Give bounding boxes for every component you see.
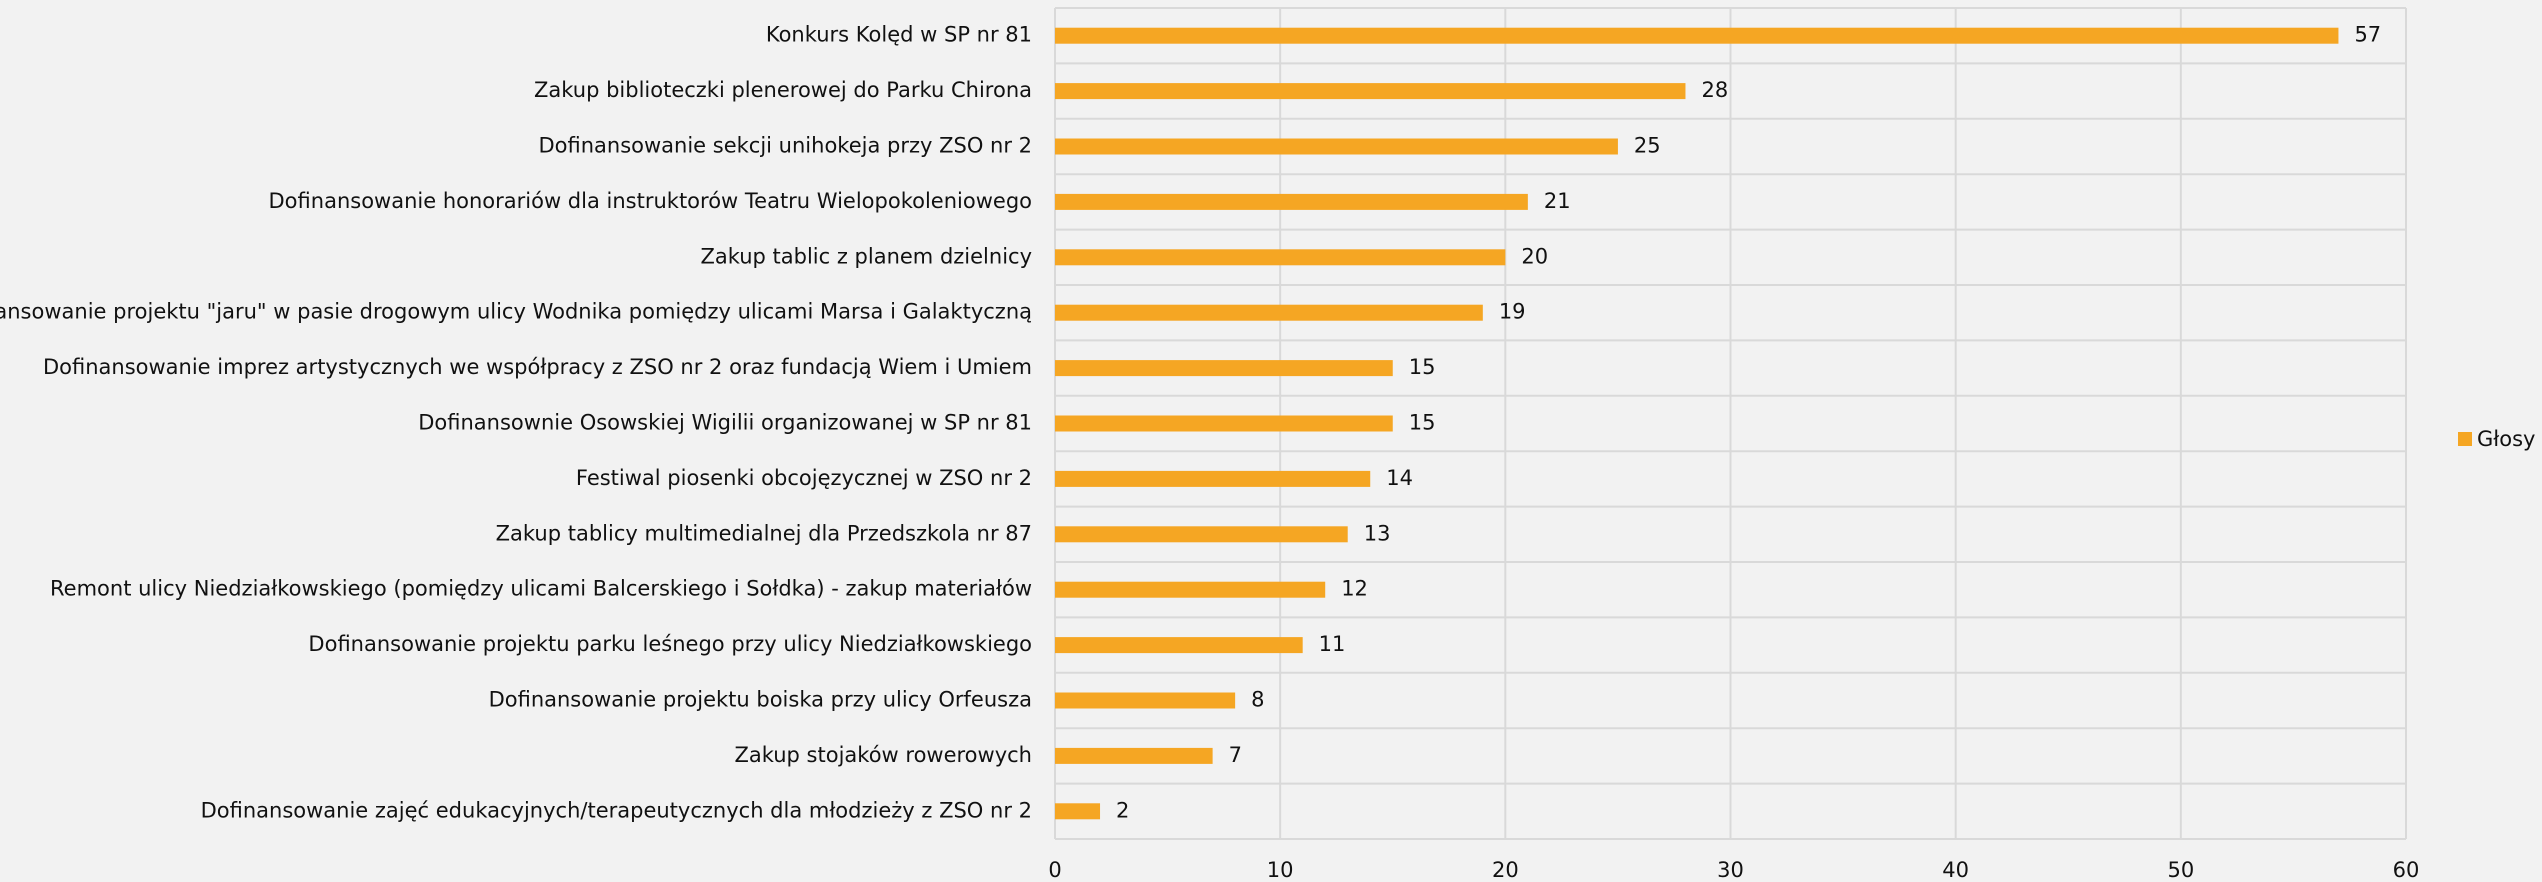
bar <box>1055 526 1348 543</box>
data-label: 14 <box>1386 466 1413 490</box>
data-label: 13 <box>1364 521 1391 545</box>
bar <box>1055 415 1393 432</box>
data-label: 19 <box>1499 300 1526 324</box>
bar <box>1055 747 1213 764</box>
data-label: 21 <box>1544 189 1571 213</box>
data-label: 2 <box>1116 798 1129 822</box>
bar <box>1055 83 1686 100</box>
legend-swatch <box>2458 432 2472 446</box>
data-label: 28 <box>1701 78 1728 102</box>
y-tick-label: Zakup biblioteczki plenerowej do Parku C… <box>534 78 1032 102</box>
y-tick-label: Dofinansowanie sekcji unihokeja przy ZSO… <box>538 134 1032 158</box>
y-tick-label: Zakup tablicy multimedialnej dla Przedsz… <box>496 521 1032 545</box>
y-tick-label: Konkurs Kolęd w SP nr 81 <box>766 23 1032 47</box>
bar <box>1055 637 1303 654</box>
bar <box>1055 249 1506 266</box>
x-tick-label: 10 <box>1267 858 1294 882</box>
bar <box>1055 304 1483 321</box>
y-tick-label: Dofinansowanie projektu boiska przy ulic… <box>489 688 1032 712</box>
y-tick-label: Remont ulicy Niedziałkowskiego (pomiędzy… <box>50 577 1032 601</box>
x-tick-label: 60 <box>2393 858 2420 882</box>
y-tick-label: Dofinansowanie imprez artystycznych we w… <box>43 355 1032 379</box>
data-label: 57 <box>2354 23 2381 47</box>
x-tick-label: 0 <box>1048 858 1061 882</box>
y-tick-label: Dofinansowanie projektu "jaru" w pasie d… <box>0 300 1032 324</box>
bar <box>1055 692 1236 709</box>
data-label: 8 <box>1251 688 1264 712</box>
bar <box>1055 360 1393 377</box>
legend-label: Głosy <box>2477 427 2535 451</box>
x-tick-label: 40 <box>1942 858 1969 882</box>
bar <box>1055 803 1101 820</box>
y-tick-label: Dofinansowanie honorariów dla instruktor… <box>269 189 1032 213</box>
data-label: 15 <box>1409 355 1436 379</box>
x-tick-label: 50 <box>2167 858 2194 882</box>
y-tick-label: Zakup tablic z planem dzielnicy <box>700 244 1032 268</box>
y-tick-label: Zakup stojaków rowerowych <box>734 743 1032 767</box>
y-tick-label: Dofinansownie Osowskiej Wigilii organizo… <box>418 411 1032 435</box>
data-label: 7 <box>1229 743 1242 767</box>
y-tick-label: Dofinansowanie zajęć edukacyjnych/terape… <box>201 798 1032 822</box>
y-tick-label: Festiwal piosenki obcojęzycznej w ZSO nr… <box>576 466 1032 490</box>
x-tick-label: 20 <box>1492 858 1519 882</box>
data-label: 11 <box>1319 632 1346 656</box>
data-label: 20 <box>1521 244 1548 268</box>
x-tick-label: 30 <box>1717 858 1744 882</box>
bar <box>1055 193 1528 210</box>
bar <box>1055 581 1326 598</box>
data-label: 12 <box>1341 577 1368 601</box>
bar <box>1055 470 1371 487</box>
data-label: 15 <box>1409 411 1436 435</box>
y-tick-label: Dofinansowanie projektu parku leśnego pr… <box>308 632 1032 656</box>
data-label: 25 <box>1634 134 1661 158</box>
bar <box>1055 27 2339 44</box>
bar <box>1055 138 1618 155</box>
